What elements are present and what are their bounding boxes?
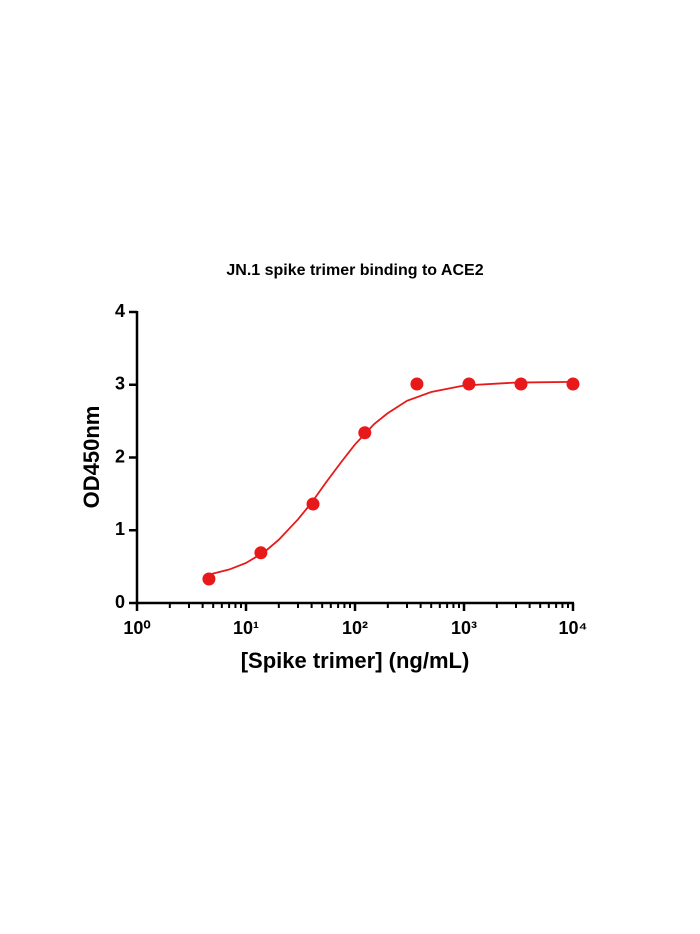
y-tick-label: 2 bbox=[115, 446, 125, 466]
data-point bbox=[462, 377, 476, 391]
data-point bbox=[254, 546, 268, 560]
data-point bbox=[410, 377, 424, 391]
chart-title: JN.1 spike trimer binding to ACE2 bbox=[226, 262, 483, 279]
y-tick-label: 1 bbox=[115, 519, 125, 539]
fit-curve bbox=[208, 380, 574, 576]
data-point bbox=[306, 497, 320, 511]
y-tick-label: 0 bbox=[115, 592, 125, 612]
data-point bbox=[566, 377, 580, 391]
data-point bbox=[358, 426, 372, 440]
x-tick-label: 10² bbox=[342, 618, 368, 638]
data-point bbox=[514, 377, 528, 391]
x-tick-label: 10⁰ bbox=[123, 618, 150, 638]
data-point bbox=[202, 572, 216, 586]
x-tick-label: 10³ bbox=[451, 618, 477, 638]
x-tick-label: 10⁴ bbox=[559, 618, 588, 638]
y-tick-label: 4 bbox=[115, 301, 125, 321]
x-axis-label: [Spike trimer] (ng/mL) bbox=[241, 648, 470, 673]
x-tick-label: 10¹ bbox=[233, 618, 259, 638]
y-axis-label: OD450nm bbox=[79, 406, 104, 509]
y-tick-label: 3 bbox=[115, 374, 125, 394]
